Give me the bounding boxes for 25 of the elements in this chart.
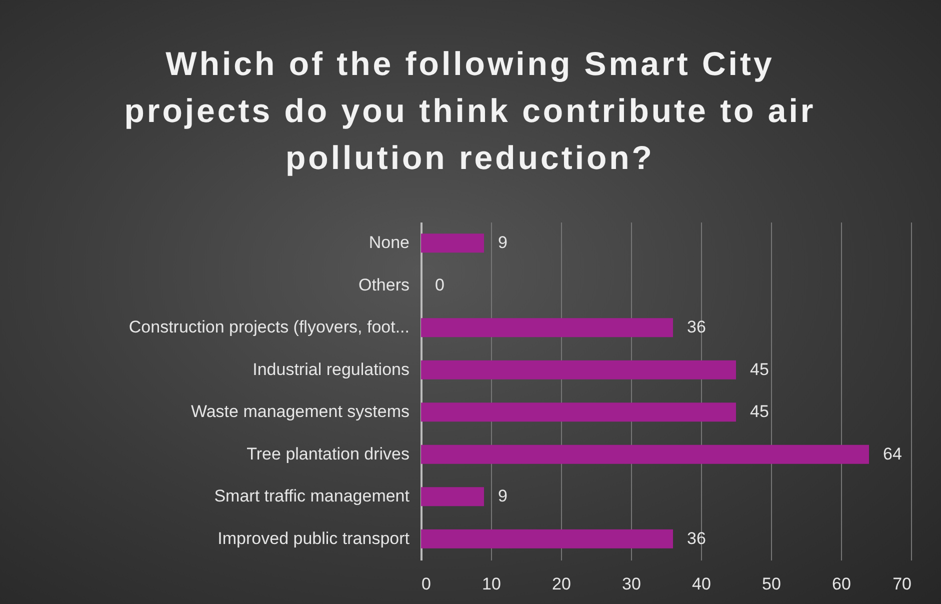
data-label: 9 xyxy=(498,233,508,252)
x-tick-label: 60 xyxy=(832,574,851,594)
x-tick-label: 20 xyxy=(552,574,571,594)
y-tick-label: Others xyxy=(358,275,410,294)
data-label: 36 xyxy=(687,528,706,548)
y-tick-label: Industrial regulations xyxy=(252,360,410,379)
data-label: 45 xyxy=(750,360,769,379)
y-tick-label: Improved public transport xyxy=(218,528,410,548)
data-label: 36 xyxy=(687,318,706,337)
x-tick-label: 10 xyxy=(482,574,501,594)
y-tick-label: None xyxy=(368,233,410,252)
data-label: 0 xyxy=(435,275,444,294)
data-label: 64 xyxy=(883,444,902,464)
y-tick-label: Construction projects (flyovers, foot... xyxy=(128,318,410,337)
y-tick-label: Waste management systems xyxy=(190,402,410,422)
x-tick-label: 30 xyxy=(622,574,641,594)
data-label: 9 xyxy=(498,486,508,506)
x-tick-label: 40 xyxy=(692,574,711,594)
y-tick-label: Tree plantation drives xyxy=(246,444,410,464)
chart-title: Which of the following Smart City projects do you think contribute to air pollution reduction? xyxy=(123,44,817,178)
x-tick-label: 50 xyxy=(762,574,781,594)
data-label: 45 xyxy=(750,402,769,422)
x-tick-label: 0 xyxy=(422,574,431,594)
y-tick-label: Smart traffic management xyxy=(214,486,410,506)
x-tick-label: 70 xyxy=(892,574,912,594)
